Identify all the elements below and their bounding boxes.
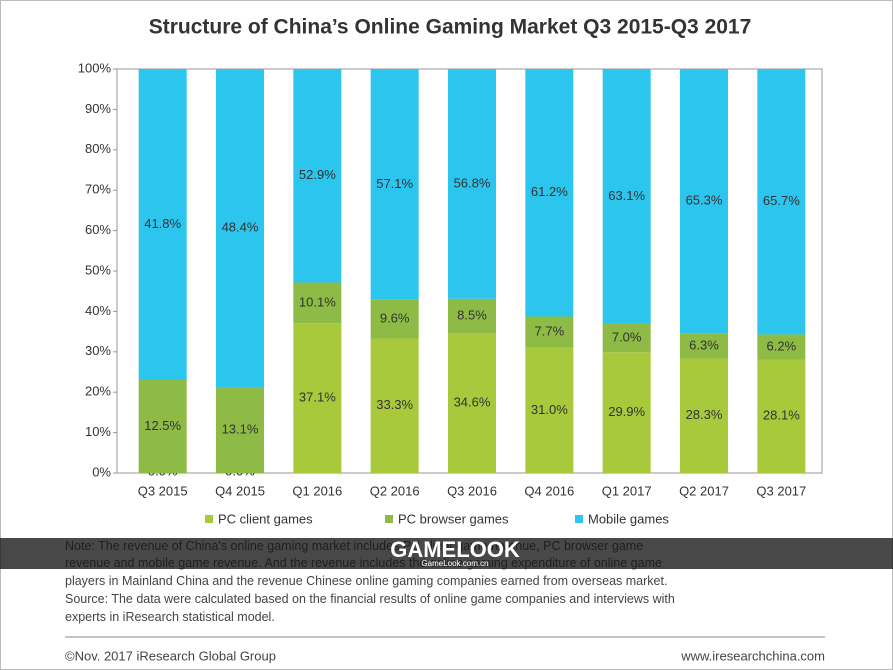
bar-segment bbox=[293, 323, 342, 473]
bar-segment bbox=[525, 316, 574, 348]
data-label: 9.6% bbox=[380, 311, 410, 326]
x-tick-label: Q1 2017 bbox=[602, 483, 652, 498]
bar-segment bbox=[370, 299, 419, 339]
bar-segment bbox=[293, 69, 342, 283]
y-tick-label: 40% bbox=[85, 303, 111, 318]
x-tick-label: Q3 2016 bbox=[447, 483, 497, 498]
x-tick-label: Q1 2016 bbox=[292, 483, 342, 498]
y-tick-label: 80% bbox=[85, 141, 111, 156]
watermark-brand: GAMELOOK bbox=[390, 537, 520, 562]
legend-label: PC browser games bbox=[398, 511, 509, 526]
data-label: 65.7% bbox=[763, 193, 800, 208]
bar-segment bbox=[293, 282, 342, 324]
data-label: 41.8% bbox=[144, 216, 181, 231]
bar-segment bbox=[602, 323, 651, 353]
x-tick-label: Q4 2015 bbox=[215, 483, 265, 498]
legend-label: PC client games bbox=[218, 511, 313, 526]
bar-segment bbox=[680, 69, 728, 334]
bar-segment bbox=[602, 69, 651, 324]
data-label: 34.6% bbox=[454, 394, 491, 409]
data-label: 56.8% bbox=[454, 175, 491, 190]
bar-segment bbox=[370, 69, 419, 300]
data-label: 8.5% bbox=[457, 307, 487, 322]
y-tick-label: 10% bbox=[85, 424, 111, 439]
bar-segment bbox=[448, 333, 496, 473]
data-label: 29.9% bbox=[608, 404, 645, 419]
legend-label: Mobile games bbox=[588, 511, 669, 526]
data-label: 28.1% bbox=[763, 408, 800, 423]
chart-title: Structure of China’s Online Gaming Marke… bbox=[149, 16, 752, 39]
data-label: 37.1% bbox=[299, 390, 336, 405]
x-tick-label: Q3 2015 bbox=[138, 483, 188, 498]
data-label: 12.5% bbox=[144, 418, 181, 433]
x-tick-label: Q3 2017 bbox=[756, 483, 806, 498]
data-label: 31.0% bbox=[531, 402, 568, 417]
x-tick-label: Q2 2016 bbox=[370, 483, 420, 498]
note-line: Source: The data were calculated based o… bbox=[65, 592, 675, 606]
x-tick-label: Q2 2017 bbox=[679, 483, 729, 498]
data-label: 48.4% bbox=[222, 219, 259, 234]
note-line: players in Mainland China and the revenu… bbox=[65, 574, 667, 588]
data-label: 6.3% bbox=[689, 337, 719, 352]
data-label: 63.1% bbox=[608, 188, 645, 203]
data-label: 7.0% bbox=[612, 330, 642, 345]
y-tick-label: 60% bbox=[85, 222, 111, 237]
bar-segment bbox=[680, 358, 728, 473]
legend-swatch bbox=[205, 515, 213, 523]
x-tick-label: Q4 2016 bbox=[524, 483, 574, 498]
y-tick-label: 0% bbox=[92, 464, 111, 479]
data-label: 28.3% bbox=[686, 407, 723, 422]
bar-segment bbox=[757, 359, 806, 473]
legend-swatch bbox=[575, 515, 583, 523]
watermark-site: GameLook.com.cn bbox=[421, 559, 488, 568]
bar-segment bbox=[525, 347, 574, 473]
y-tick-label: 20% bbox=[85, 384, 111, 399]
legend-swatch bbox=[385, 515, 393, 523]
y-tick-label: 50% bbox=[85, 262, 111, 277]
note-line: experts in iResearch statistical model. bbox=[65, 610, 275, 624]
bar-segment bbox=[216, 386, 264, 473]
bar-segment bbox=[138, 379, 187, 473]
data-label: 65.3% bbox=[686, 192, 723, 207]
bar-segment bbox=[757, 69, 806, 335]
bar-segment bbox=[448, 69, 496, 299]
bar-segment bbox=[448, 298, 496, 334]
bar-segment bbox=[525, 69, 574, 317]
data-label: 7.7% bbox=[535, 324, 565, 339]
data-label: 52.9% bbox=[299, 167, 336, 182]
footer-left: ©Nov. 2017 iResearch Global Group bbox=[65, 648, 276, 663]
y-tick-label: 90% bbox=[85, 101, 111, 116]
data-label: 33.3% bbox=[376, 397, 413, 412]
bar-segment bbox=[370, 338, 419, 473]
data-label: 13.1% bbox=[222, 421, 259, 436]
data-label: 6.2% bbox=[767, 338, 797, 353]
bar-segment bbox=[216, 69, 264, 387]
y-tick-label: 30% bbox=[85, 343, 111, 358]
bar-segment bbox=[680, 333, 728, 359]
y-tick-label: 100% bbox=[78, 60, 112, 75]
bar-segment bbox=[757, 334, 806, 360]
data-label: 10.1% bbox=[299, 294, 336, 309]
data-label: 57.1% bbox=[376, 176, 413, 191]
watermark-band bbox=[0, 538, 893, 569]
data-label: 61.2% bbox=[531, 184, 568, 199]
footer-right: www.iresearchchina.com bbox=[680, 648, 825, 663]
y-tick-label: 70% bbox=[85, 182, 111, 197]
bar-segment bbox=[138, 69, 187, 380]
bar-segment bbox=[602, 352, 651, 473]
